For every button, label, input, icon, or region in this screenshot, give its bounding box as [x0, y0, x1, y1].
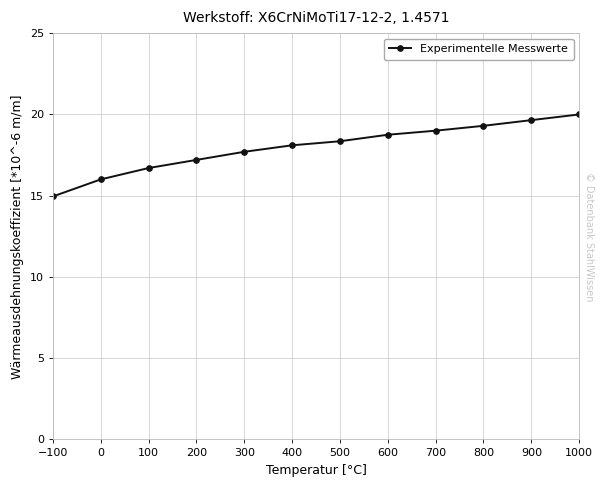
Experimentelle Messwerte: [289, 142, 296, 148]
Experimentelle Messwerte: [193, 157, 200, 163]
Title: Werkstoff: X6CrNiMoTi17-12-2, 1.4571: Werkstoff: X6CrNiMoTi17-12-2, 1.4571: [183, 11, 450, 25]
Experimentelle Messwerte: [480, 123, 487, 129]
Line: Experimentelle Messwerte: Experimentelle Messwerte: [50, 112, 582, 199]
X-axis label: Temperatur [°C]: Temperatur [°C]: [266, 464, 367, 477]
Text: © Datenbank StahlWissen: © Datenbank StahlWissen: [584, 171, 595, 301]
Experimentelle Messwerte: [336, 138, 344, 144]
Experimentelle Messwerte: [432, 128, 439, 134]
Experimentelle Messwerte: [575, 112, 583, 118]
Legend: Experimentelle Messwerte: Experimentelle Messwerte: [384, 39, 574, 60]
Y-axis label: Wärmeausdehnungskoeffizient [*10^-6 m/m]: Wärmeausdehnungskoeffizient [*10^-6 m/m]: [11, 94, 24, 379]
Experimentelle Messwerte: [145, 165, 152, 171]
Experimentelle Messwerte: [384, 132, 391, 138]
Experimentelle Messwerte: [49, 194, 56, 200]
Experimentelle Messwerte: [528, 117, 535, 123]
Experimentelle Messwerte: [97, 177, 104, 183]
Experimentelle Messwerte: [241, 149, 248, 155]
